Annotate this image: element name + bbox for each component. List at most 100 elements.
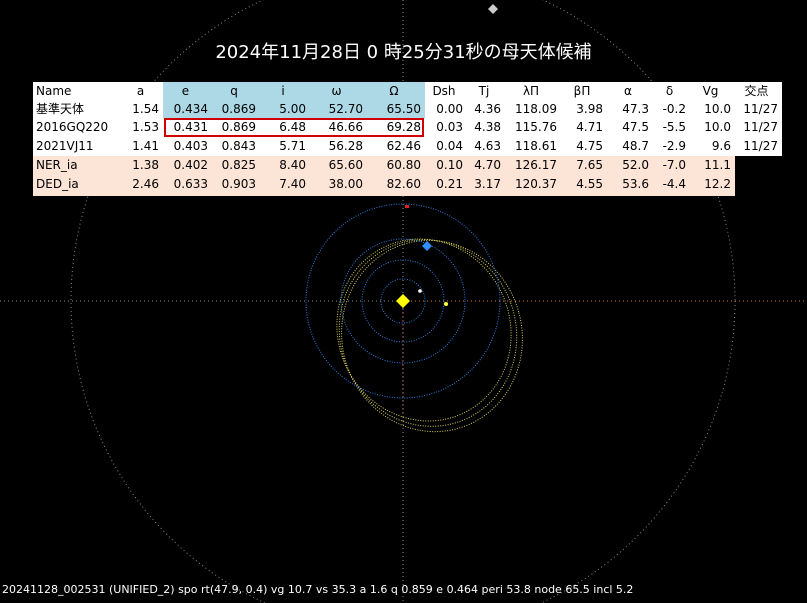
table-cell: 2.46 [122, 175, 163, 196]
planet-orbits [305, 203, 501, 399]
table-cell: 48.7 [607, 137, 653, 156]
table-cell: 126.17 [505, 156, 561, 175]
table-cell: 0.869 [212, 118, 260, 137]
table-cell: -7.0 [653, 156, 690, 175]
table-cell: 12.2 [690, 175, 735, 196]
table-cell: 65.50 [367, 100, 425, 118]
table-cell: 0.843 [212, 137, 260, 156]
table-cell: 46.66 [310, 118, 367, 137]
table-cell: 0.402 [163, 156, 212, 175]
table-cell: 0.633 [163, 175, 212, 196]
table-cell: 11.1 [690, 156, 735, 175]
planet [444, 302, 448, 306]
table-cell: 11/27 [735, 118, 782, 137]
header-cell: Ω [367, 82, 425, 100]
table-cell: 4.36 [467, 100, 505, 118]
table-cell: 0.869 [212, 100, 260, 118]
table-cell: 0.04 [425, 137, 467, 156]
table-cell: 1.53 [122, 118, 163, 137]
table-cell: 52.70 [310, 100, 367, 118]
table-cell: 5.00 [260, 100, 310, 118]
table-cell: 11/27 [735, 100, 782, 118]
header-cell: i [260, 82, 310, 100]
table-cell: 4.75 [561, 137, 607, 156]
table-cell: 1.54 [122, 100, 163, 118]
planet [418, 289, 422, 293]
table-cell: 1.38 [122, 156, 163, 175]
header-cell: Vg [690, 82, 735, 100]
table-cell: 4.71 [561, 118, 607, 137]
sun [396, 294, 410, 308]
table-cell: 53.6 [607, 175, 653, 196]
table-cell: 62.46 [367, 137, 425, 156]
table-cell: 0.21 [425, 175, 467, 196]
marker [488, 4, 498, 14]
table-cell: 56.28 [310, 137, 367, 156]
title: 2024年11月28日 0 時25分31秒の母天体候補 [215, 42, 592, 63]
header-cell: e [163, 82, 212, 100]
table-cell: 47.5 [607, 118, 653, 137]
table-cell: 60.80 [367, 156, 425, 175]
table-cell: 0.903 [212, 175, 260, 196]
table-cell: 11/27 [735, 137, 782, 156]
header-cell: δ [653, 82, 690, 100]
header-cell: Name [33, 82, 122, 100]
table-cell: 2021VJ11 [33, 137, 122, 156]
status-text: 20241128_002531 (UNIFIED_2) spo rt(47.9,… [2, 583, 634, 596]
table-cell: 65.60 [310, 156, 367, 175]
header-cell: ω [310, 82, 367, 100]
table-cell: 0.403 [163, 137, 212, 156]
table-cell: 5.71 [260, 137, 310, 156]
table-cell: 4.70 [467, 156, 505, 175]
table-cell: DED_ia [33, 175, 122, 196]
header-cell: α [607, 82, 653, 100]
table-cell: 0.434 [163, 100, 212, 118]
table-cell: 3.17 [467, 175, 505, 196]
table-cell: -5.5 [653, 118, 690, 137]
node-marker [405, 205, 409, 208]
table-cell: 基準天体 [33, 100, 122, 118]
table-cell: 10.0 [690, 118, 735, 137]
table-cell: 4.63 [467, 137, 505, 156]
header-cell: λΠ [505, 82, 561, 100]
header-cell: Tj [467, 82, 505, 100]
table-cell: 82.60 [367, 175, 425, 196]
table-cell: 6.48 [260, 118, 310, 137]
table-cell: -4.4 [653, 175, 690, 196]
table-cell: 10.0 [690, 100, 735, 118]
table-cell: 1.41 [122, 137, 163, 156]
table-cell: 8.40 [260, 156, 310, 175]
header-cell: Dsh [425, 82, 467, 100]
table-cell: 4.55 [561, 175, 607, 196]
header-cell: q [212, 82, 260, 100]
earth [422, 241, 432, 251]
table-cell: 118.61 [505, 137, 561, 156]
table-cell: 52.0 [607, 156, 653, 175]
meteoroid-orbits [336, 238, 523, 433]
table-cell: 0.431 [163, 118, 212, 137]
header-cell: βΠ [561, 82, 607, 100]
table-cell: 7.40 [260, 175, 310, 196]
table-cell: 2016GQ220 [33, 118, 122, 137]
table-cell: 0.825 [212, 156, 260, 175]
table-cell: 47.3 [607, 100, 653, 118]
table-cell: 69.28 [367, 118, 425, 137]
table-cell: 115.76 [505, 118, 561, 137]
highlight-box [164, 118, 424, 137]
table-cell: 7.65 [561, 156, 607, 175]
table-cell: 120.37 [505, 175, 561, 196]
table-cell: -0.2 [653, 100, 690, 118]
table-cell: 0.10 [425, 156, 467, 175]
table-cell: NER_ia [33, 156, 122, 175]
header-cell: 交点 [735, 82, 782, 100]
table-cell: 3.98 [561, 100, 607, 118]
table-cell: 118.09 [505, 100, 561, 118]
table-cell: 4.38 [467, 118, 505, 137]
table-cell: 38.00 [310, 175, 367, 196]
table-cell: 0.00 [425, 100, 467, 118]
table-cell: 9.6 [690, 137, 735, 156]
header-cell: a [122, 82, 163, 100]
table-cell: 0.03 [425, 118, 467, 137]
table-cell: -2.9 [653, 137, 690, 156]
